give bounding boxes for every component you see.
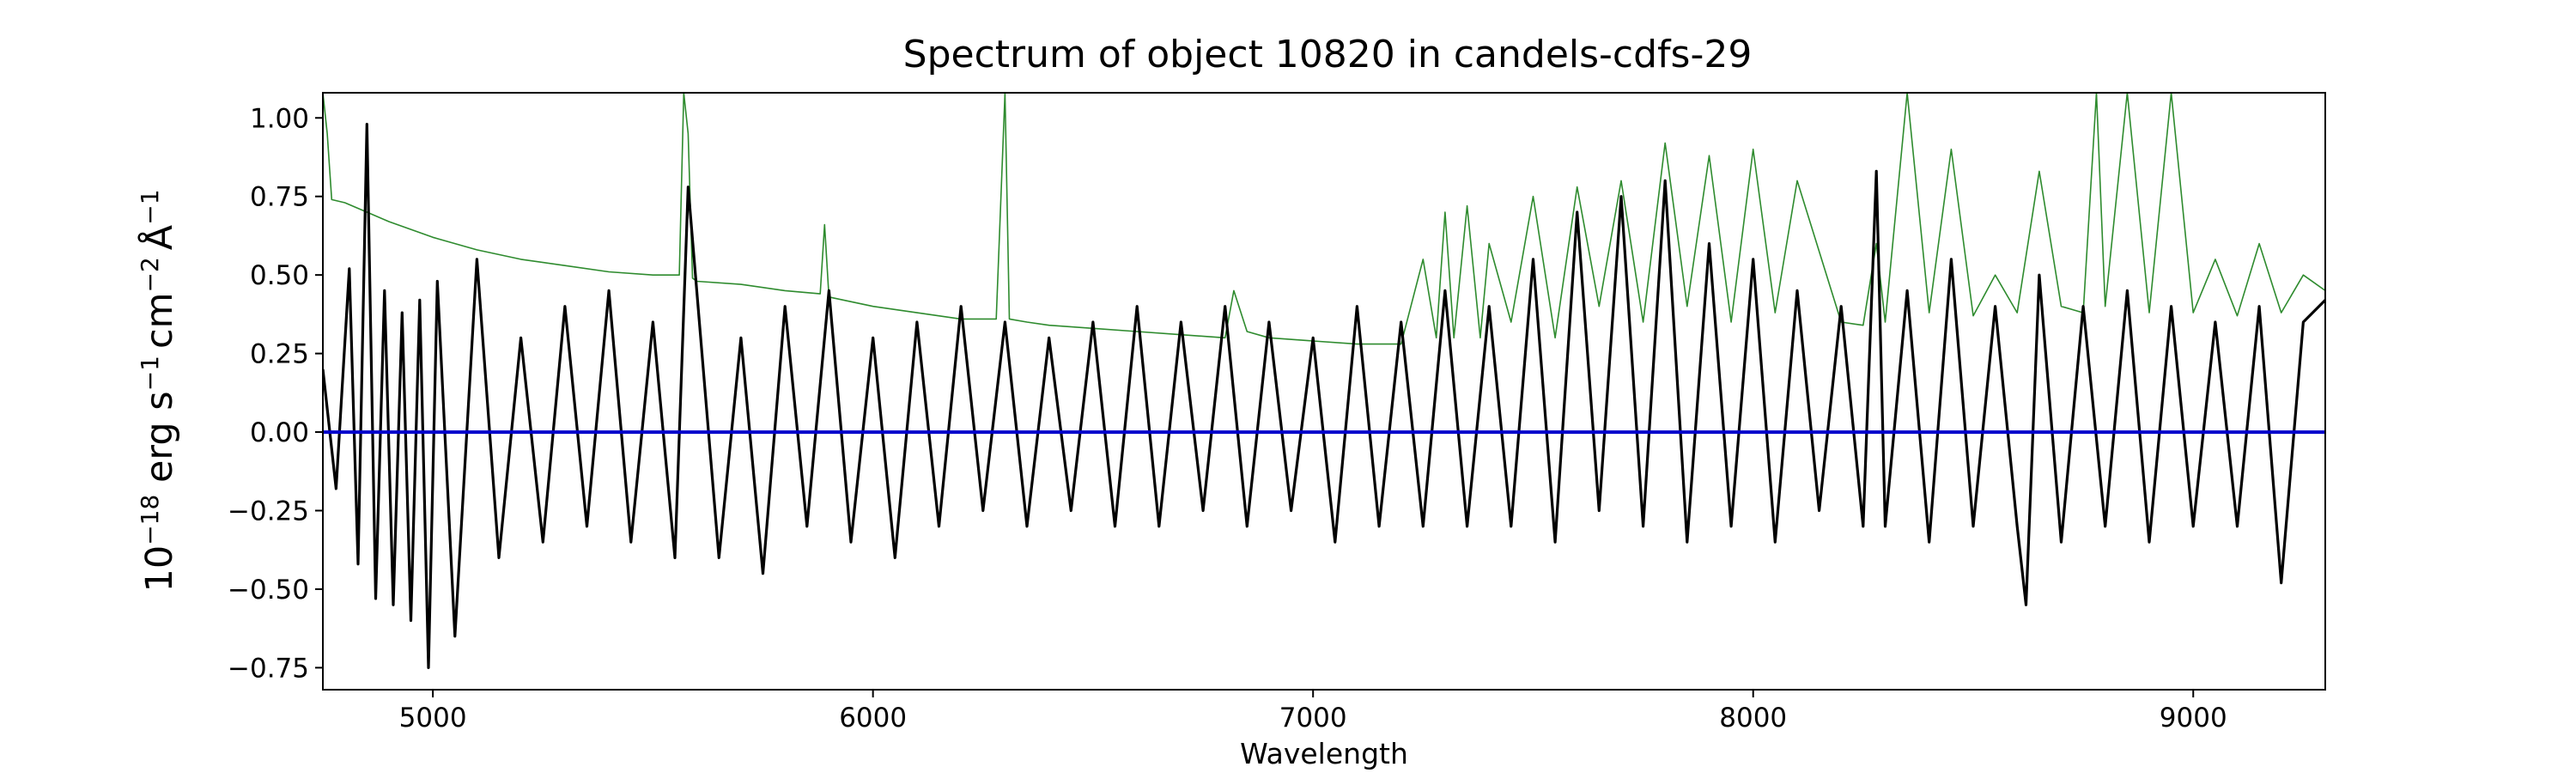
x-axis: 5000 6000 7000 8000 9000 bbox=[399, 690, 2227, 733]
y-tick-label: 0.25 bbox=[250, 339, 309, 370]
y-tick-label: −0.75 bbox=[228, 653, 309, 684]
ylabel-unit1: erg s bbox=[138, 391, 181, 494]
ylabel-exp3: −2 bbox=[136, 257, 164, 292]
x-tick-label: 6000 bbox=[839, 703, 907, 733]
y-tick-label: −0.25 bbox=[228, 496, 309, 527]
x-tick-label: 9000 bbox=[2160, 703, 2227, 733]
chart-title: Spectrum of object 10820 in candels-cdfs… bbox=[903, 33, 1753, 76]
ylabel-unit2: cm bbox=[138, 292, 181, 349]
x-axis-label: Wavelength bbox=[1240, 737, 1408, 770]
y-tick-label: 0.50 bbox=[250, 260, 309, 291]
series-line-flux bbox=[323, 123, 2325, 670]
series-layer bbox=[323, 93, 2325, 670]
y-tick-label: 0.75 bbox=[250, 182, 309, 213]
ylabel-exp2: −1 bbox=[136, 356, 164, 391]
y-axis: −0.75 −0.50 −0.25 0.00 0.25 0.50 0.75 1.00 bbox=[228, 103, 323, 684]
ylabel-base: 10 bbox=[138, 545, 181, 593]
y-tick-label: −0.50 bbox=[228, 575, 309, 606]
y-tick-label: 0.00 bbox=[250, 417, 309, 448]
x-tick-label: 8000 bbox=[1719, 703, 1787, 733]
plot-area bbox=[322, 92, 2326, 691]
series-line-error bbox=[323, 93, 2325, 345]
ylabel-exp: −18 bbox=[136, 495, 164, 545]
x-tick-label: 7000 bbox=[1279, 703, 1347, 733]
y-axis-label: 10−18 erg s−1cm−2Å−1 bbox=[136, 189, 181, 592]
ylabel-exp4: −1 bbox=[136, 189, 164, 224]
y-tick-label: 1.00 bbox=[250, 103, 309, 134]
ylabel-unit3: Å bbox=[137, 224, 181, 250]
plot-frame bbox=[322, 92, 2326, 691]
x-tick-label: 5000 bbox=[399, 703, 467, 733]
